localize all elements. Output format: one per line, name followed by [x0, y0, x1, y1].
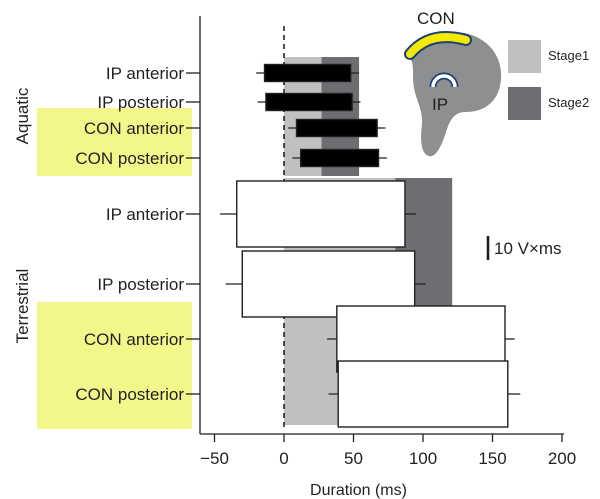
x-tick-label: 200: [548, 449, 576, 468]
box-body: [295, 118, 378, 138]
box-aquatic-1: [256, 63, 360, 83]
box-body: [263, 63, 352, 83]
x-tick-label: 100: [409, 449, 437, 468]
legend: Stage1 Stage2: [508, 40, 589, 120]
box-body: [299, 148, 380, 168]
row-label: IP anterior: [106, 64, 184, 83]
legend-label-stage1: Stage1: [548, 48, 589, 63]
inset-label-con: CON: [417, 9, 455, 28]
box-aquatic-3: [288, 118, 386, 138]
x-axis-title: Duration (ms): [310, 482, 407, 499]
row-label: CON posterior: [75, 149, 184, 168]
box-body: [337, 360, 509, 428]
scale-bar: 10 V×ms: [486, 236, 562, 260]
box-body: [236, 180, 406, 248]
row-label: IP posterior: [97, 275, 184, 294]
ip-arc-fill: [431, 74, 457, 88]
highlight-aquatic: [37, 108, 192, 176]
legend-swatch-stage2: [508, 87, 541, 120]
embryo-inset: CON IP: [404, 9, 502, 157]
box-terrestrial-1: [220, 180, 417, 248]
x-tick-label: 50: [344, 449, 363, 468]
x-tick-label: −50: [200, 449, 229, 468]
legend-swatch-stage1: [508, 40, 541, 73]
highlight-layer: [37, 108, 192, 429]
row-label: CON anterior: [84, 330, 184, 349]
axes-layer: [199, 16, 564, 435]
con-arc-fill: [406, 33, 470, 58]
highlight-terrestrial: [37, 302, 192, 429]
box-body: [265, 92, 353, 112]
x-tick-layer: −50 0 50 100 150 200: [200, 434, 576, 468]
row-label: CON anterior: [84, 119, 184, 138]
row-label: IP posterior: [97, 93, 184, 112]
x-tick-label: 150: [478, 449, 506, 468]
tissue-shape: [409, 31, 502, 157]
row-label: IP anterior: [106, 205, 184, 224]
legend-label-stage2: Stage2: [548, 95, 589, 110]
box-aquatic-2: [257, 92, 361, 112]
group-label-layer: Aquatic Terrestrial: [13, 87, 32, 343]
group-label-terrestrial: Terrestrial: [13, 269, 32, 344]
row-label: CON posterior: [75, 385, 184, 404]
inset-label-ip: IP: [432, 95, 448, 114]
box-aquatic-4: [292, 148, 387, 168]
x-tick-label: 0: [279, 449, 288, 468]
scale-bar-label: 10 V×ms: [494, 239, 562, 258]
box-layer: [220, 63, 521, 428]
box-terrestrial-4: [328, 360, 521, 428]
group-label-aquatic: Aquatic: [13, 87, 32, 144]
row-label-layer: IP anterior IP posterior CON anterior CON p…: [75, 64, 200, 404]
